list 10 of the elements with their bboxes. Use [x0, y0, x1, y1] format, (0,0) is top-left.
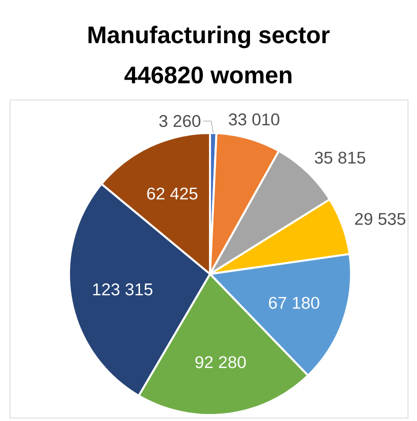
data-label: 29 535 [355, 212, 406, 225]
data-label: 3 260 [159, 115, 200, 128]
data-label: 67 180 [268, 296, 320, 309]
chart-title: Manufacturing sector [88, 26, 330, 48]
data-label: 33 010 [228, 113, 280, 126]
chart-subtitle: 446820 women [124, 66, 292, 84]
data-label: 62 425 [147, 188, 198, 200]
data-label: 35 815 [314, 152, 366, 164]
data-label: 92 280 [195, 356, 246, 368]
data-label: 123 315 [93, 283, 152, 296]
